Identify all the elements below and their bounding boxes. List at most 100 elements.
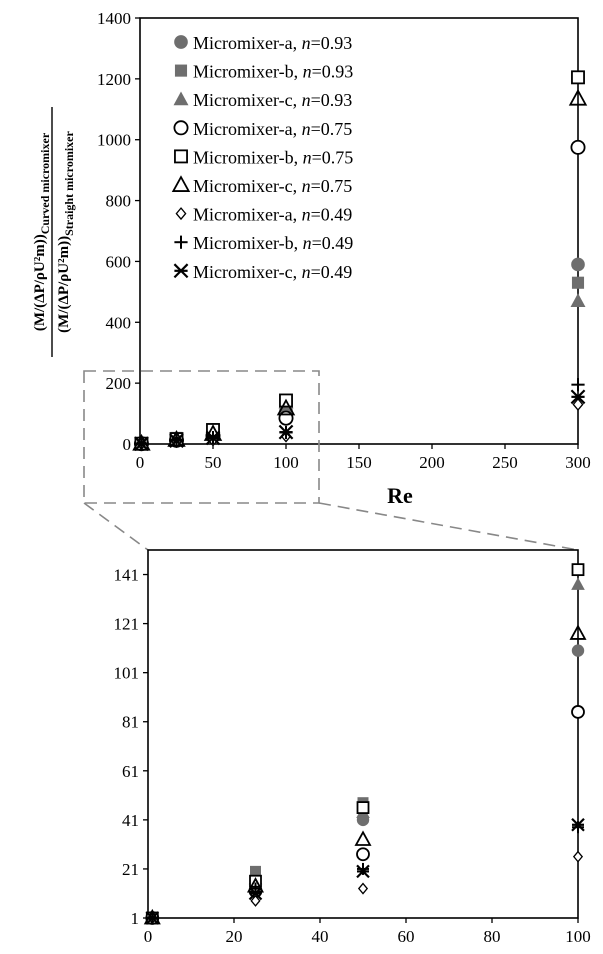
main-marker	[570, 139, 586, 155]
inset-x-tick-label: 100	[565, 927, 591, 946]
legend-marker	[174, 149, 188, 164]
main-axes: 0 200 400 600 800 1000 1200 1400 0 50 100 150 200 250…	[97, 9, 591, 508]
main-marker	[278, 424, 294, 440]
inset-marker	[572, 850, 584, 863]
y-axis-label-text: (M/(ΔP/ρU²m))Curved micromixer	[32, 132, 52, 331]
main-plot-markers	[132, 70, 588, 452]
legend-label: Micromixer-b, n=0.49	[193, 233, 353, 253]
legend-item: Micromixer-a, n=0.75	[173, 119, 352, 139]
legend-label: Micromixer-a, n=0.75	[193, 119, 352, 139]
legend-item: Micromixer-a, n=0.93	[174, 33, 352, 53]
main-marker	[571, 257, 585, 272]
legend-item: Micromixer-c, n=0.75	[171, 175, 352, 196]
inset-marker	[356, 864, 370, 879]
main-y-tick-label: 400	[106, 313, 132, 332]
legend-marker	[171, 175, 191, 192]
inset-y-tick-label: 61	[122, 762, 139, 781]
inset-y-tick-label: 141	[114, 566, 140, 585]
x-axis-title: Re	[387, 483, 413, 508]
legend-item: Micromixer-a, n=0.49	[175, 205, 352, 225]
legend-marker	[174, 235, 188, 249]
legend: Micromixer-a, n=0.93 Micromixer-b, n=0.93…	[171, 33, 353, 282]
inset-y-tick-label: 1	[131, 909, 140, 928]
main-marker	[571, 378, 585, 392]
legend-marker	[175, 207, 187, 221]
inset-marker	[569, 624, 587, 640]
main-marker	[571, 70, 585, 85]
inset-marker	[357, 862, 369, 875]
zoom-region-box	[83, 370, 320, 504]
inset-marker	[571, 705, 585, 719]
main-marker	[276, 398, 296, 416]
inset-marker	[145, 911, 160, 925]
inset-marker	[571, 577, 585, 590]
legend-marker	[173, 120, 189, 136]
inset-marker	[357, 882, 369, 895]
main-y-tick-label: 1000	[97, 131, 131, 150]
main-marker	[570, 293, 586, 308]
inset-plot-frame	[147, 549, 579, 919]
zoom-indicator	[83, 370, 579, 551]
main-y-tick-label: 600	[106, 252, 132, 271]
legend-label: Micromixer-a, n=0.49	[193, 205, 352, 225]
inset-marker	[356, 847, 370, 862]
legend-label: Micromixer-c, n=0.49	[193, 262, 352, 282]
legend-marker	[174, 64, 188, 77]
inset-y-tick-label: 81	[122, 713, 139, 732]
inset-x-tick-label: 80	[484, 927, 501, 946]
zoom-connector-right	[318, 502, 579, 551]
main-marker	[205, 430, 221, 446]
y-axis-label: (M/(ΔP/ρU²m))Curved micromixer(M/(ΔP/ρU²…	[32, 107, 76, 357]
legend-label: Micromixer-b, n=0.93	[193, 62, 353, 82]
inset-marker	[248, 886, 263, 901]
inset-x-tick-label: 0	[144, 927, 153, 946]
legend-item: Micromixer-b, n=0.93	[174, 62, 353, 82]
main-marker	[571, 276, 585, 289]
main-y-tick-label: 1400	[97, 9, 131, 28]
y-axis-fraction: (M/(ΔP/ρU²m))Curved micromixer(M/(ΔP/ρU²…	[32, 107, 76, 357]
zoom-connector-left	[83, 502, 149, 551]
inset-marker	[354, 830, 372, 846]
main-x-tick-label: 150	[346, 453, 372, 472]
main-marker	[169, 433, 184, 449]
main-marker	[278, 410, 294, 426]
y-axis-label-text: (M/(ΔP/ρU²m))Straight micromixer	[56, 131, 76, 333]
legend-item: Micromixer-c, n=0.93	[173, 90, 352, 110]
main-x-tick-label: 50	[205, 453, 222, 472]
inset-marker	[571, 644, 585, 657]
inset-marker	[572, 821, 584, 834]
main-marker	[568, 88, 588, 106]
legend-marker	[173, 263, 189, 279]
legend-label: Micromixer-c, n=0.75	[193, 176, 352, 196]
inset-y-tick-label: 21	[122, 860, 139, 879]
legend-marker	[173, 91, 189, 106]
legend-item: Micromixer-b, n=0.75	[174, 147, 353, 167]
inset-x-tick-label: 60	[398, 927, 415, 946]
legend-label: Micromixer-a, n=0.93	[193, 33, 352, 53]
main-x-tick-label: 0	[136, 453, 145, 472]
main-x-tick-label: 300	[565, 453, 591, 472]
legend-item: Micromixer-c, n=0.49	[173, 262, 352, 282]
inset-plot-markers	[143, 563, 587, 925]
main-x-tick-label: 100	[273, 453, 299, 472]
main-marker	[134, 436, 149, 452]
inset-y-tick-label: 101	[114, 664, 140, 683]
inset-x-tick-label: 40	[312, 927, 329, 946]
legend-label: Micromixer-b, n=0.75	[193, 147, 353, 167]
legend-item: Micromixer-b, n=0.49	[174, 233, 353, 253]
main-marker	[572, 397, 584, 411]
main-x-tick-label: 200	[419, 453, 445, 472]
main-y-tick-label: 200	[106, 374, 132, 393]
inset-marker	[571, 563, 585, 577]
main-y-tick-label: 800	[106, 192, 132, 211]
main-marker	[570, 389, 586, 405]
main-plot-frame	[139, 17, 579, 445]
legend-label: Micromixer-c, n=0.93	[193, 90, 352, 110]
inset-marker	[250, 865, 261, 877]
inset-y-tick-label: 41	[122, 811, 139, 830]
legend-marker	[174, 35, 188, 49]
inset-y-tick-label: 121	[114, 615, 140, 634]
inset-marker	[250, 894, 261, 907]
inset-marker	[571, 817, 585, 832]
